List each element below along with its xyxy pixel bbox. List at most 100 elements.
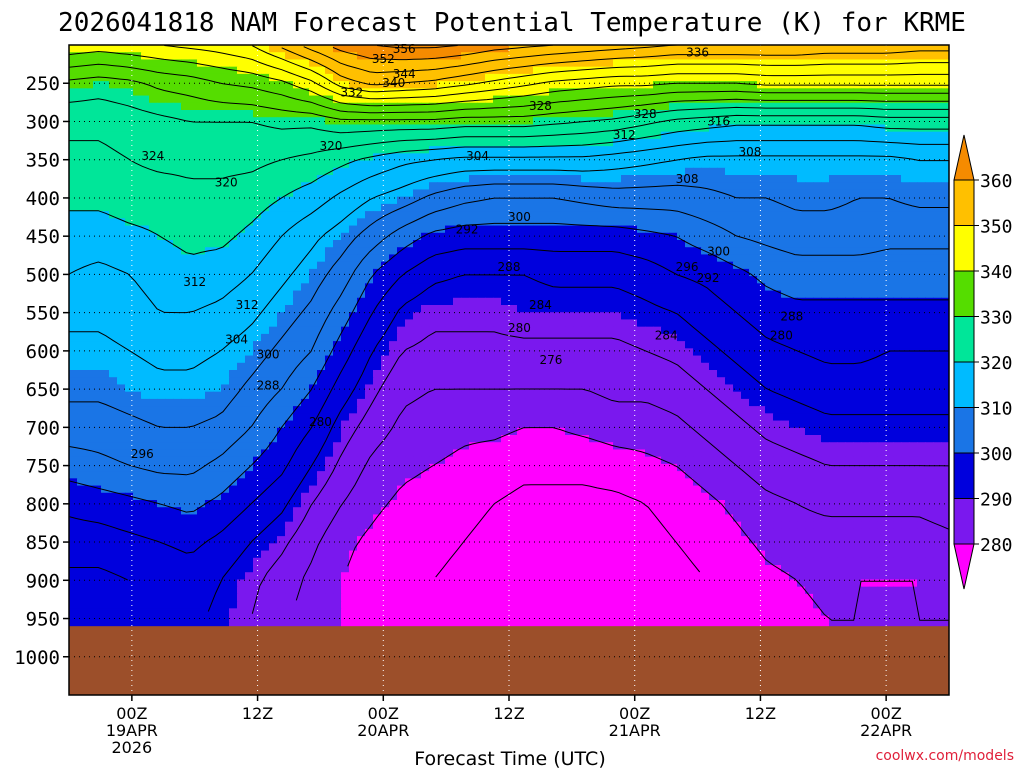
shade-cell (445, 290, 454, 299)
shade-cell (101, 117, 110, 126)
shade-cell (149, 45, 158, 53)
shade-cell (133, 175, 142, 183)
shade-cell (621, 218, 630, 227)
shade-cell (677, 102, 686, 111)
shade-cell (597, 312, 606, 321)
shade-cell (685, 297, 694, 306)
shade-cell (693, 146, 702, 154)
shade-cell (813, 45, 822, 53)
shade-cell (733, 355, 742, 364)
shade-cell (677, 355, 686, 364)
shade-cell (773, 182, 782, 191)
shade-cell (781, 312, 790, 321)
shade-cell (189, 319, 198, 328)
shade-cell (101, 290, 110, 299)
shade-cell (93, 131, 102, 140)
shade-cell (813, 73, 822, 82)
shade-cell (557, 73, 566, 82)
shade-cell (893, 131, 902, 140)
shade-cell (485, 247, 494, 256)
shade-cell (845, 175, 854, 183)
shade-cell (181, 73, 190, 82)
shade-cell (205, 102, 214, 111)
shade-cell (381, 297, 390, 306)
shade-cell (709, 131, 718, 140)
shade-cell (725, 218, 734, 227)
shade-cell (765, 124, 774, 133)
shade-cell (301, 261, 310, 270)
shade-cell (189, 52, 198, 61)
shade-cell (757, 232, 766, 241)
shade-cell (541, 276, 550, 284)
shade-cell (429, 355, 438, 364)
shade-cell (565, 124, 574, 133)
shade-cell (917, 117, 926, 126)
shade-cell (533, 211, 542, 219)
shade-cell (389, 95, 398, 104)
shade-cell (845, 218, 854, 227)
shade-cell (405, 348, 414, 357)
shade-cell (869, 326, 878, 335)
shade-cell (189, 348, 198, 357)
shade-cell (621, 52, 630, 61)
shade-cell (109, 160, 118, 169)
shade-cell (829, 225, 838, 234)
shade-cell (221, 333, 230, 342)
shade-cell (461, 45, 470, 53)
shade-cell (557, 146, 566, 154)
shade-cell (677, 333, 686, 342)
shade-cell (189, 225, 198, 234)
shade-cell (821, 95, 830, 104)
shade-cell (581, 355, 590, 364)
shade-cell (501, 305, 510, 313)
shade-cell (845, 196, 854, 205)
shade-cell (229, 45, 238, 53)
shade-cell (861, 95, 870, 104)
shade-cell (885, 218, 894, 227)
shade-cell (437, 348, 446, 357)
shade-cell (453, 45, 462, 53)
shade-cell (509, 283, 518, 292)
shade-cell (317, 362, 326, 371)
shade-cell (101, 203, 110, 212)
shade-cell (621, 341, 630, 349)
shade-cell (653, 240, 662, 248)
shade-cell (741, 326, 750, 335)
shade-cell (541, 117, 550, 126)
shade-cell (205, 81, 214, 89)
shade-cell (533, 167, 542, 176)
shade-cell (517, 117, 526, 126)
shade-cell (773, 240, 782, 248)
shade-cell (509, 341, 518, 349)
shade-cell (725, 326, 734, 335)
shade-cell (701, 218, 710, 227)
shade-cell (853, 73, 862, 82)
shade-cell (261, 232, 270, 241)
shade-cell (285, 175, 294, 183)
shade-cell (613, 348, 622, 357)
shade-cell (453, 290, 462, 299)
shade-cell (397, 81, 406, 89)
shade-cell (685, 290, 694, 299)
shade-cell (365, 146, 374, 154)
shade-cell (213, 95, 222, 104)
shade-cell (101, 326, 110, 335)
shade-cell (405, 95, 414, 104)
shade-cell (237, 218, 246, 227)
shade-cell (765, 348, 774, 357)
shade-cell (821, 167, 830, 176)
shade-cell (261, 88, 270, 97)
shade-cell (925, 341, 934, 349)
shade-cell (845, 283, 854, 292)
shade-cell (69, 319, 78, 328)
shade-cell (445, 167, 454, 176)
shade-cell (261, 45, 270, 53)
shade-cell (525, 341, 534, 349)
shade-cell (117, 254, 126, 263)
shade-cell (165, 66, 174, 75)
shade-cell (581, 225, 590, 234)
shade-cell (933, 110, 942, 118)
shade-cell (165, 110, 174, 118)
shade-cell (533, 268, 542, 277)
shade-cell (117, 81, 126, 89)
